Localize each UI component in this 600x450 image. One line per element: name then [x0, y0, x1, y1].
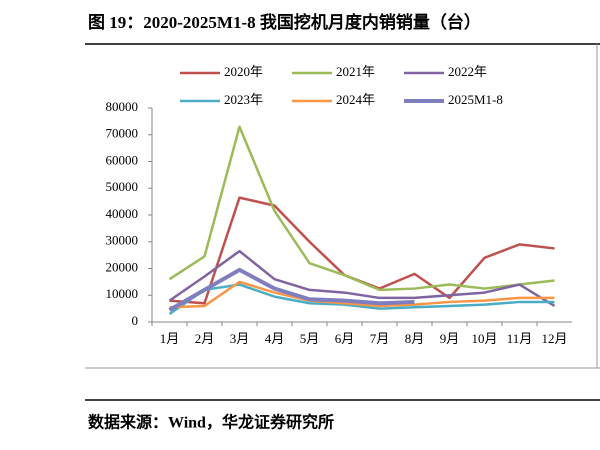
y-tick-label: 50000 [106, 179, 139, 194]
legend-label: 2023年 [224, 92, 263, 107]
y-tick-label: 70000 [106, 126, 139, 141]
x-tick-label: 6月 [335, 331, 355, 346]
x-tick-label: 3月 [230, 331, 250, 346]
x-tick-label: 12月 [541, 331, 567, 346]
series-line [169, 280, 555, 309]
y-tick-label: 80000 [106, 99, 139, 114]
x-tick-label: 11月 [507, 331, 533, 346]
y-tick-label: 10000 [106, 286, 139, 301]
series-line [168, 125, 555, 292]
series-line [168, 267, 415, 312]
legend-label: 2024年 [336, 92, 375, 107]
legend-label: 2021年 [336, 64, 375, 79]
x-tick-label: 9月 [440, 331, 460, 346]
y-tick-label: 60000 [106, 152, 139, 167]
source-note: 数据来源：Wind，华龙证券研究所 [88, 413, 334, 432]
x-tick-label: 7月 [370, 331, 390, 346]
x-tick-label: 1月 [160, 331, 180, 346]
series-line [168, 249, 556, 308]
y-tick-label: 0 [132, 313, 139, 328]
x-tick-label: 10月 [471, 331, 497, 346]
legend-label: 2020年 [224, 64, 263, 79]
x-tick-label: 4月 [265, 331, 285, 346]
x-tick-label: 5月 [300, 331, 320, 346]
y-tick-label: 30000 [106, 233, 139, 248]
y-tick-label: 40000 [106, 206, 139, 221]
y-tick-label: 20000 [106, 259, 139, 274]
legend-label: 2025M1-8 [448, 92, 503, 107]
chart-title: 图 19：2020-2025M1-8 我国挖机月度内销销量（台） [88, 12, 481, 32]
x-tick-label: 2月 [195, 331, 215, 346]
x-tick-label: 8月 [405, 331, 425, 346]
legend-label: 2022年 [448, 64, 487, 79]
